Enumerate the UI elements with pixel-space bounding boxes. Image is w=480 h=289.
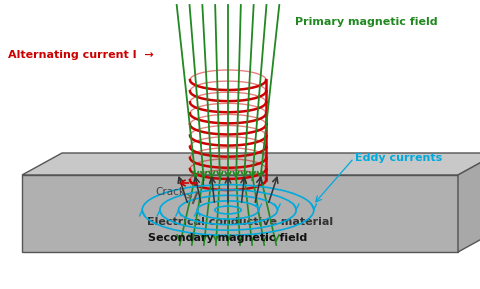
Text: Primary magnetic field: Primary magnetic field xyxy=(295,17,438,27)
Text: Eddy currents: Eddy currents xyxy=(355,153,442,163)
Text: I: I xyxy=(202,177,205,187)
Text: Secondary magnetic field: Secondary magnetic field xyxy=(148,233,308,243)
Text: Alternating current I  →: Alternating current I → xyxy=(8,50,154,60)
Text: Crack: Crack xyxy=(155,187,191,198)
Text: Electrical conductive material: Electrical conductive material xyxy=(147,217,333,227)
Polygon shape xyxy=(458,153,480,252)
Polygon shape xyxy=(22,153,480,175)
Polygon shape xyxy=(22,175,458,252)
